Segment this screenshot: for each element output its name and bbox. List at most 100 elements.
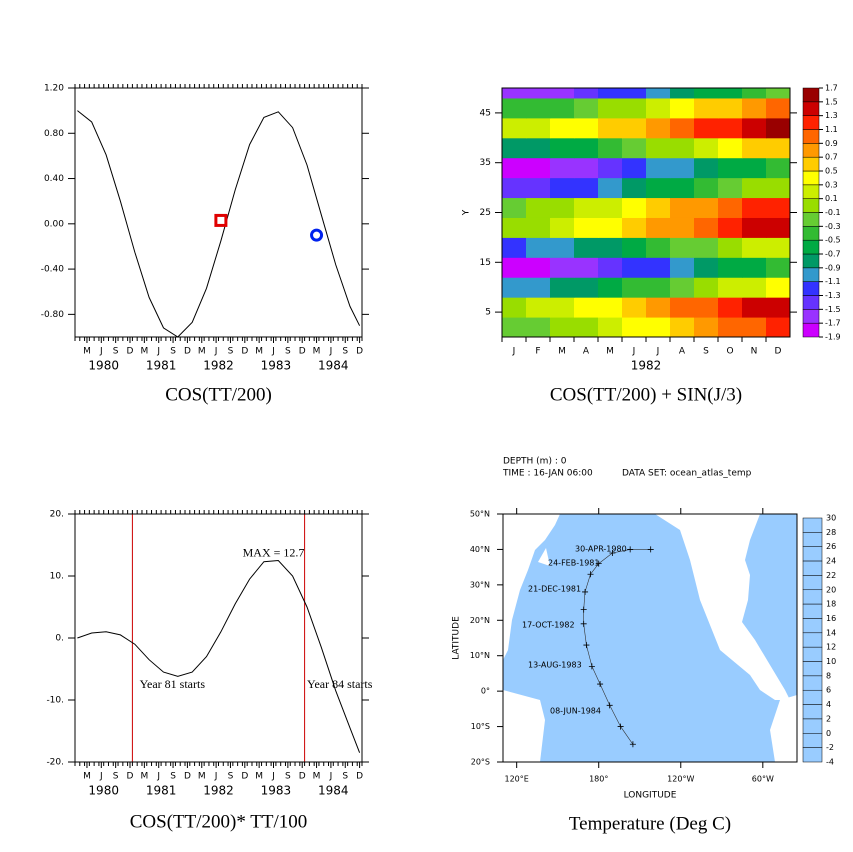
colorbar-label: 0.3 — [825, 180, 838, 189]
plot-frame — [502, 513, 798, 763]
x-tick-label: N — [751, 347, 758, 357]
cell — [718, 277, 743, 298]
cell — [598, 97, 623, 119]
x-tick-label: J — [214, 347, 218, 357]
dataset-label: DATA SET: ocean_atlas_temp — [622, 469, 752, 479]
cells — [502, 88, 790, 337]
cell — [742, 97, 767, 119]
cell — [574, 97, 599, 119]
x-tick-label: F — [535, 347, 540, 357]
plot-frame — [74, 87, 363, 338]
y-tick-label: 25 — [480, 208, 491, 218]
cell — [742, 257, 767, 278]
land — [503, 514, 797, 762]
year-label: 1983 — [261, 784, 292, 798]
x-tick-label: 180° — [589, 775, 608, 784]
cell — [502, 217, 527, 238]
chart-title: Temperature (Deg C) — [569, 813, 731, 834]
colorbar-label: 0.9 — [825, 139, 838, 148]
colorbar-label: 22 — [826, 571, 836, 580]
colorbar-label: 0 — [826, 729, 831, 738]
colorbar-label: 2 — [826, 714, 831, 723]
x-tick-label: D — [299, 347, 306, 357]
cell — [718, 88, 743, 99]
x-tick-label: J — [271, 772, 275, 782]
cell — [646, 277, 671, 298]
cell — [646, 97, 671, 119]
colorbar-box — [802, 322, 820, 338]
year-label: 1983 — [261, 359, 292, 373]
cell — [574, 157, 599, 179]
y-tick-label: 10°N — [470, 651, 490, 660]
cell — [574, 117, 599, 139]
cell — [646, 117, 671, 139]
cell — [646, 197, 671, 218]
colorbar-label: 10 — [826, 657, 836, 666]
colorbar-box — [802, 156, 820, 172]
marker — [310, 228, 324, 242]
cell — [574, 317, 599, 337]
x-tick-label: S — [113, 347, 119, 357]
y-tick-label: 45 — [480, 108, 491, 118]
colorbar-label: -1.9 — [825, 333, 841, 342]
colorbar-label: -0.3 — [825, 222, 841, 231]
year-label: 1984 — [318, 359, 349, 373]
cell — [718, 317, 743, 337]
x-tick-label: M — [198, 347, 206, 357]
colorbar-label: -0.7 — [825, 250, 841, 259]
cell — [742, 237, 767, 258]
track-point — [629, 741, 636, 748]
cell — [622, 297, 647, 318]
cell — [550, 137, 575, 159]
x-tick-label: S — [113, 772, 119, 782]
line — [77, 559, 361, 753]
x-tick-label: J — [329, 772, 333, 782]
track-point — [595, 560, 602, 567]
x-tick-label: S — [170, 772, 176, 782]
year-label: 1982 — [203, 784, 234, 798]
x-tick-label: M — [606, 347, 614, 357]
cell — [718, 97, 743, 119]
colorbar-box — [802, 281, 820, 296]
track-point — [647, 546, 654, 553]
x-tick-label: M — [558, 347, 566, 357]
cell — [550, 297, 575, 318]
map-header: TIME : 16-JAN 06:00 — [502, 469, 593, 479]
cell — [598, 297, 623, 318]
x-tick-label: M — [313, 347, 321, 357]
cell — [646, 157, 671, 179]
colorbar-label: 1.3 — [825, 111, 838, 120]
colorbar-label: 12 — [826, 643, 836, 652]
colorbar-label: -1.1 — [825, 277, 841, 286]
y-tick-label: 20. — [50, 510, 64, 520]
colorbar-box — [802, 661, 823, 677]
colorbar-box — [802, 632, 823, 648]
cell — [574, 177, 599, 199]
x-tick-label: S — [228, 772, 234, 782]
cell — [526, 217, 551, 238]
colorbar-label: -0.9 — [825, 263, 841, 272]
track-point — [580, 620, 587, 627]
cell — [502, 88, 527, 99]
cell — [622, 257, 647, 278]
x-tick-label: M — [140, 772, 148, 782]
y-tick-label: 20°N — [470, 616, 490, 625]
cell — [550, 217, 575, 238]
y-tick-label: 0.80 — [44, 129, 64, 139]
cell — [526, 277, 551, 298]
x-tick-label: 120°W — [667, 775, 694, 784]
cell — [502, 137, 527, 159]
cell — [766, 137, 790, 159]
track-point — [606, 702, 613, 709]
cell — [694, 297, 719, 318]
cell — [742, 297, 767, 318]
chart-title: COS(TT/200) — [165, 384, 272, 405]
year-label: 1982 — [203, 359, 234, 373]
cell — [526, 317, 551, 337]
track-point — [609, 549, 616, 556]
cell — [742, 217, 767, 238]
cell — [694, 217, 719, 238]
x-tick-label: J — [156, 772, 160, 782]
cell — [526, 157, 551, 179]
